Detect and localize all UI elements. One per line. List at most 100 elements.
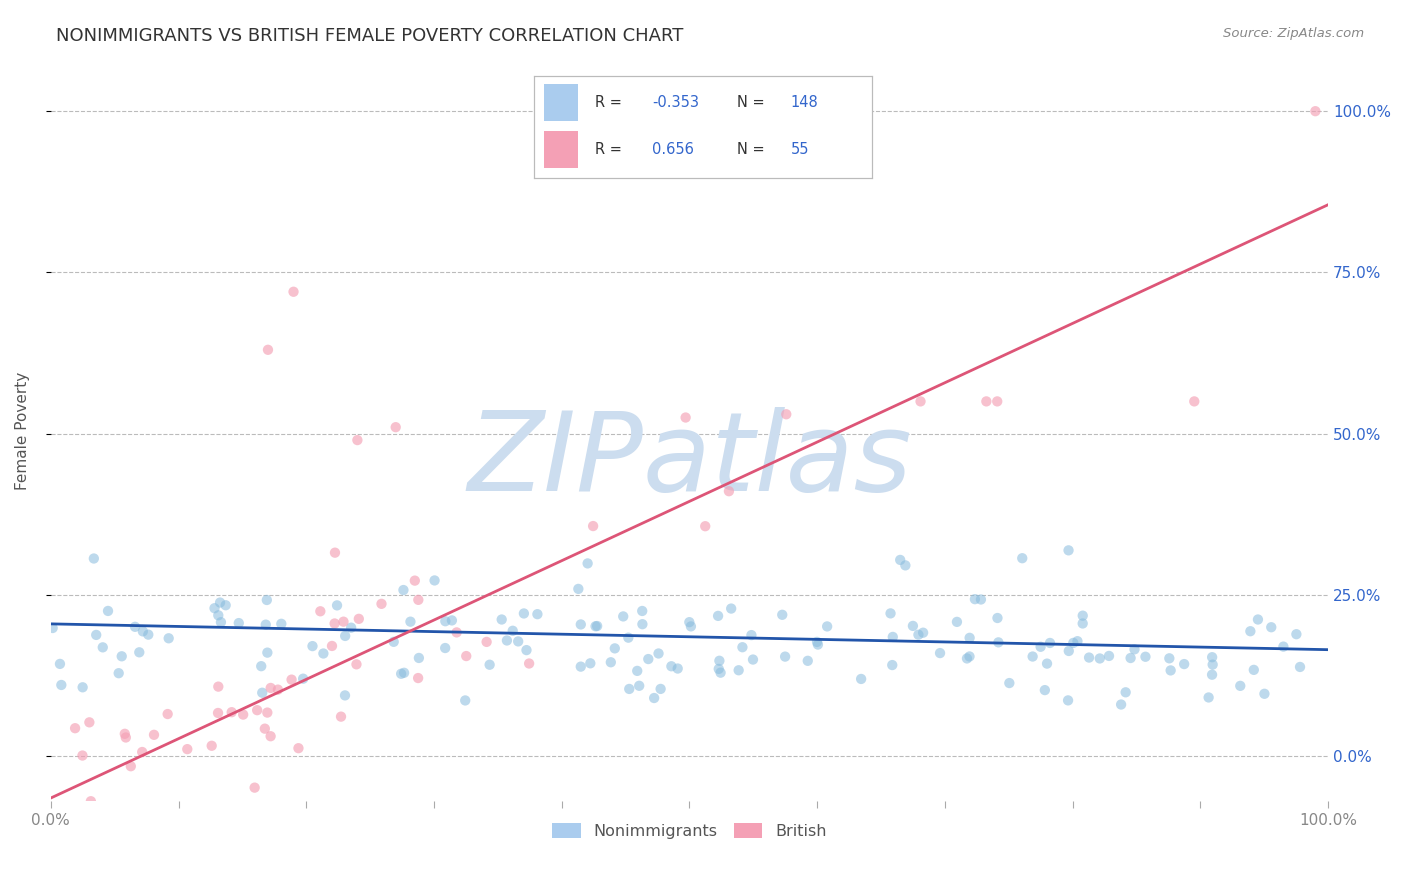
Point bbox=[491, 613, 513, 627]
Point bbox=[1062, 636, 1084, 650]
Point bbox=[679, 619, 702, 633]
Point bbox=[959, 649, 981, 664]
Point bbox=[508, 634, 530, 648]
Point bbox=[392, 665, 415, 680]
Point bbox=[631, 617, 654, 632]
Point bbox=[612, 609, 634, 624]
Point bbox=[569, 659, 592, 673]
Point bbox=[392, 582, 415, 597]
Point bbox=[221, 705, 243, 719]
Point bbox=[72, 681, 94, 695]
Point bbox=[478, 657, 501, 672]
Text: N =: N = bbox=[737, 95, 769, 110]
Point bbox=[399, 615, 422, 629]
Point bbox=[246, 703, 269, 717]
Point bbox=[207, 680, 229, 694]
Point bbox=[131, 745, 153, 759]
Point bbox=[603, 641, 626, 656]
Point bbox=[585, 619, 607, 633]
Point bbox=[1201, 657, 1223, 672]
Point bbox=[1229, 679, 1251, 693]
Point bbox=[257, 343, 280, 357]
Text: 55: 55 bbox=[790, 142, 810, 157]
Legend: Nonimmigrants, British: Nonimmigrants, British bbox=[546, 816, 834, 845]
Point bbox=[1247, 613, 1270, 627]
Point bbox=[333, 629, 356, 643]
Text: NONIMMIGRANTS VS BRITISH FEMALE POVERTY CORRELATION CHART: NONIMMIGRANTS VS BRITISH FEMALE POVERTY … bbox=[56, 27, 683, 45]
Point bbox=[1160, 664, 1182, 678]
Point bbox=[1033, 683, 1056, 698]
Point bbox=[496, 633, 519, 648]
Point bbox=[267, 682, 290, 697]
Point bbox=[347, 612, 370, 626]
Point bbox=[717, 484, 740, 499]
Point bbox=[1182, 394, 1205, 409]
Point bbox=[333, 689, 356, 703]
Point bbox=[209, 596, 232, 610]
Point bbox=[382, 635, 405, 649]
Point bbox=[797, 654, 820, 668]
Point bbox=[404, 574, 426, 588]
Point bbox=[250, 659, 273, 673]
Point bbox=[1071, 616, 1094, 631]
Point bbox=[986, 394, 1008, 409]
Point bbox=[582, 519, 605, 533]
Point bbox=[389, 666, 412, 681]
Point bbox=[526, 607, 548, 622]
Point bbox=[301, 639, 323, 653]
Point bbox=[84, 628, 107, 642]
Point bbox=[650, 681, 672, 696]
Point bbox=[628, 679, 651, 693]
Point bbox=[440, 614, 463, 628]
Point bbox=[956, 651, 979, 665]
Point bbox=[599, 655, 621, 669]
Point bbox=[1272, 640, 1295, 654]
Point bbox=[929, 646, 952, 660]
Point bbox=[1159, 651, 1181, 665]
Point bbox=[1057, 693, 1080, 707]
Point bbox=[742, 652, 765, 666]
Point bbox=[120, 759, 142, 773]
Point bbox=[963, 592, 986, 607]
Point bbox=[312, 647, 335, 661]
Point bbox=[1088, 651, 1111, 665]
Point bbox=[287, 741, 309, 756]
Point bbox=[323, 616, 346, 631]
Point bbox=[731, 640, 754, 655]
Point bbox=[1243, 663, 1265, 677]
Point bbox=[889, 553, 911, 567]
Point bbox=[1078, 650, 1101, 665]
Point bbox=[1115, 685, 1137, 699]
Point bbox=[132, 624, 155, 639]
Point bbox=[270, 616, 292, 631]
Point bbox=[513, 607, 536, 621]
Point bbox=[207, 706, 229, 720]
Point bbox=[456, 648, 478, 663]
Point bbox=[1135, 649, 1157, 664]
Point bbox=[579, 657, 602, 671]
Point bbox=[79, 715, 101, 730]
Point bbox=[260, 681, 283, 695]
Point bbox=[454, 693, 477, 707]
Point bbox=[907, 628, 929, 642]
Point bbox=[1071, 608, 1094, 623]
Point bbox=[51, 678, 73, 692]
Point bbox=[1239, 624, 1261, 639]
Bar bbox=[544, 131, 578, 168]
Point bbox=[617, 631, 640, 645]
Point bbox=[256, 593, 278, 607]
Point bbox=[517, 657, 540, 671]
Point bbox=[330, 709, 353, 723]
Point bbox=[332, 615, 354, 629]
Point bbox=[1057, 543, 1080, 558]
Point bbox=[740, 628, 762, 642]
Point bbox=[346, 657, 368, 672]
Point bbox=[434, 640, 457, 655]
Point bbox=[1305, 104, 1327, 119]
Y-axis label: Female Poverty: Female Poverty bbox=[15, 371, 30, 490]
Point bbox=[586, 619, 609, 633]
Point bbox=[423, 574, 446, 588]
Point bbox=[1173, 657, 1195, 671]
Point bbox=[727, 663, 749, 677]
Point bbox=[710, 665, 733, 680]
